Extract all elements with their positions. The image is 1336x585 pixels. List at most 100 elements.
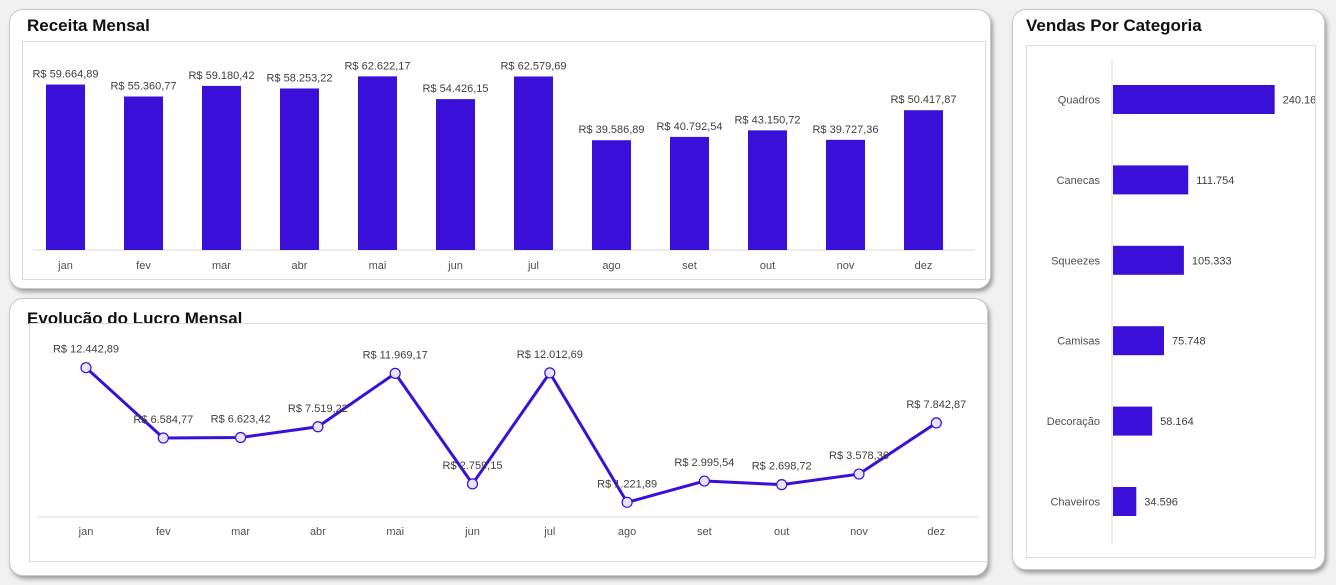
- data-label-jun: R$ 2.759,15: [443, 460, 503, 472]
- data-label-dez: R$ 7.842,87: [906, 399, 966, 411]
- vendas-categoria-chart: Quadros 240.168 Canecas 111.754 Squeezes 105.…: [1047, 60, 1322, 544]
- tick-label-dez: dez: [915, 260, 933, 272]
- tick-label-set: set: [697, 526, 712, 538]
- category-label-Quadros: Quadros: [1058, 95, 1101, 107]
- data-label-Squeezes: 105.333: [1192, 255, 1232, 267]
- bar-out: [748, 130, 787, 250]
- tick-label-nov: nov: [850, 526, 868, 538]
- data-label-ago: R$ 1.221,89: [597, 478, 657, 490]
- receita-mensal-card: Receita Mensal R$ 59.664,89 jan R$ 55.360,…: [9, 9, 991, 289]
- bar-abr: [280, 88, 319, 250]
- bar-jul: [514, 76, 553, 250]
- point-ago: [621, 496, 633, 508]
- data-label-jul: R$ 62.579,69: [500, 60, 566, 72]
- tick-label-out: out: [760, 260, 775, 272]
- data-label-jun: R$ 54.426,15: [422, 83, 488, 95]
- data-label-mar: R$ 59.180,42: [188, 70, 254, 82]
- data-label-abr: R$ 7.519,22: [288, 403, 348, 415]
- category-label-Chaveiros: Chaveiros: [1050, 497, 1100, 509]
- tick-label-ago: ago: [602, 260, 620, 272]
- category-label-Squeezes: Squeezes: [1051, 255, 1100, 267]
- data-label-Quadros: 240.168: [1283, 95, 1315, 107]
- data-label-fev: R$ 55.360,77: [110, 80, 176, 92]
- tick-label-out: out: [774, 526, 789, 538]
- tick-label-jul: jul: [527, 260, 539, 272]
- category-label-Camisas: Camisas: [1057, 336, 1100, 348]
- data-label-set: R$ 40.792,54: [656, 121, 722, 133]
- tick-label-jan: jan: [78, 526, 94, 538]
- tick-label-mai: mai: [386, 526, 404, 538]
- tick-label-fev: fev: [136, 260, 151, 272]
- point-set: [698, 475, 711, 487]
- data-label-Camisas: 75.748: [1172, 336, 1206, 348]
- lucro-chart-area: R$ 12.442,89 jan R$ 6.584,77 fev R$ 6.623,42…: [29, 323, 988, 562]
- profit-line: [84, 366, 938, 504]
- data-label-set: R$ 2.995,54: [674, 457, 734, 469]
- data-label-jul: R$ 12.012,69: [517, 349, 583, 361]
- data-label-fev: R$ 6.584,77: [133, 414, 193, 426]
- data-label-mai: R$ 11.969,17: [363, 349, 428, 361]
- bar-jan: [46, 84, 85, 250]
- tick-label-jun: jun: [464, 526, 480, 538]
- point-nov: [853, 468, 865, 480]
- data-label-nov: R$ 39.727,36: [812, 124, 878, 136]
- bar-Squeezes: [1113, 245, 1184, 275]
- tick-label-fev: fev: [156, 526, 171, 538]
- vendas-categoria-title: Vendas Por Categoria: [1026, 16, 1202, 35]
- tick-label-jan: jan: [57, 260, 73, 272]
- bar-jun: [436, 99, 475, 250]
- bar-dez: [904, 110, 943, 251]
- point-jun: [466, 478, 479, 490]
- lucro-mensal-chart: R$ 12.442,89 jan R$ 6.584,77 fev R$ 6.623,42…: [38, 344, 978, 538]
- bar-nov: [826, 139, 865, 250]
- tick-label-jun: jun: [447, 260, 463, 272]
- receita-mensal-chart: R$ 59.664,89 jan R$ 55.360,77 fev R$ 59.180,…: [32, 60, 975, 272]
- bar-mar: [202, 85, 241, 250]
- data-label-out: R$ 43.150,72: [734, 114, 800, 126]
- categoria-chart-area: Quadros 240.168 Canecas 111.754 Squeezes 105.…: [1026, 45, 1322, 558]
- data-label-mai: R$ 62.622,17: [344, 60, 410, 72]
- point-out: [776, 479, 788, 491]
- data-label-mar: R$ 6.623,42: [211, 414, 271, 426]
- data-label-Decoração: 58.164: [1160, 416, 1194, 428]
- tick-label-dez: dez: [927, 526, 945, 538]
- data-label-out: R$ 2.698,72: [752, 461, 812, 473]
- data-label-dez: R$ 50.417,87: [890, 94, 956, 106]
- point-abr: [312, 421, 324, 433]
- point-fev: [157, 432, 169, 444]
- category-label-Decoração: Decoração: [1047, 416, 1100, 428]
- point-dez: [930, 417, 942, 429]
- bar-Decoração: [1113, 406, 1153, 436]
- data-label-jan: R$ 59.664,89: [32, 69, 98, 81]
- point-jul: [544, 367, 556, 379]
- bar-Quadros: [1113, 85, 1275, 114]
- data-label-Canecas: 111.754: [1196, 175, 1234, 187]
- receita-chart-area: R$ 59.664,89 jan R$ 55.360,77 fev R$ 59.180,…: [22, 41, 986, 280]
- data-label-nov: R$ 3.578,36: [829, 450, 889, 462]
- data-label-ago: R$ 39.586,89: [578, 124, 644, 136]
- bar-fev: [124, 96, 163, 250]
- bar-Chaveiros: [1113, 487, 1137, 516]
- point-mar: [235, 431, 247, 444]
- bar-Canecas: [1113, 165, 1189, 195]
- tick-label-abr: abr: [310, 526, 326, 538]
- bar-Camisas: [1113, 326, 1164, 356]
- tick-label-abr: abr: [292, 260, 308, 272]
- tick-label-ago: ago: [618, 526, 636, 538]
- data-label-abr: R$ 58.253,22: [266, 72, 332, 84]
- tick-label-nov: nov: [837, 260, 855, 272]
- point-mai: [389, 367, 401, 379]
- point-jan: [80, 362, 92, 374]
- tick-label-mar: mar: [212, 260, 231, 272]
- tick-label-mar: mar: [231, 526, 250, 538]
- bar-set: [670, 136, 709, 250]
- category-label-Canecas: Canecas: [1057, 175, 1101, 187]
- data-label-jan: R$ 12.442,89: [53, 344, 119, 356]
- tick-label-set: set: [682, 260, 697, 272]
- bar-ago: [592, 140, 631, 250]
- bar-mai: [358, 76, 397, 250]
- receita-mensal-title: Receita Mensal: [27, 16, 150, 35]
- vendas-categoria-card: Vendas Por Categoria Quadros 240.168 Canec…: [1012, 9, 1325, 570]
- tick-label-jul: jul: [543, 526, 555, 538]
- tick-label-mai: mai: [369, 260, 387, 272]
